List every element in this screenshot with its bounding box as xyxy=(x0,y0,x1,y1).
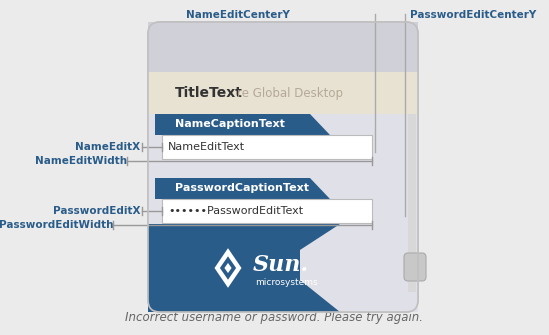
Text: microsystems: microsystems xyxy=(255,278,318,287)
Text: Incorrect username or password. Please try again.: Incorrect username or password. Please t… xyxy=(125,311,423,324)
Text: PasswordEditWidth: PasswordEditWidth xyxy=(0,220,113,230)
Polygon shape xyxy=(215,248,242,288)
Text: NameCaptionText: NameCaptionText xyxy=(175,119,285,129)
Text: NameEditX: NameEditX xyxy=(75,142,140,152)
Text: TitleText: TitleText xyxy=(175,86,243,100)
Polygon shape xyxy=(225,263,232,273)
Bar xyxy=(162,135,372,159)
Text: re Global Desktop: re Global Desktop xyxy=(237,86,343,99)
Bar xyxy=(148,224,418,312)
Bar xyxy=(408,114,416,292)
Bar xyxy=(148,114,418,292)
Text: ••••••PasswordEditText: ••••••PasswordEditText xyxy=(168,206,303,216)
Text: PasswordEditX: PasswordEditX xyxy=(53,206,140,216)
Bar xyxy=(148,22,418,72)
Text: NameEditText: NameEditText xyxy=(168,142,245,152)
Text: Sun.: Sun. xyxy=(253,254,309,276)
Text: PasswordCaptionText: PasswordCaptionText xyxy=(175,183,309,193)
FancyBboxPatch shape xyxy=(148,22,418,312)
Bar xyxy=(148,72,418,114)
Polygon shape xyxy=(300,224,418,312)
Text: NameEditCenterY: NameEditCenterY xyxy=(186,10,290,20)
Polygon shape xyxy=(155,114,330,135)
Polygon shape xyxy=(220,256,236,280)
Bar xyxy=(162,199,372,223)
FancyBboxPatch shape xyxy=(404,253,426,281)
Text: NameEditWidth: NameEditWidth xyxy=(35,156,127,166)
Text: PasswordEditCenterY: PasswordEditCenterY xyxy=(410,10,536,20)
Polygon shape xyxy=(155,178,330,199)
